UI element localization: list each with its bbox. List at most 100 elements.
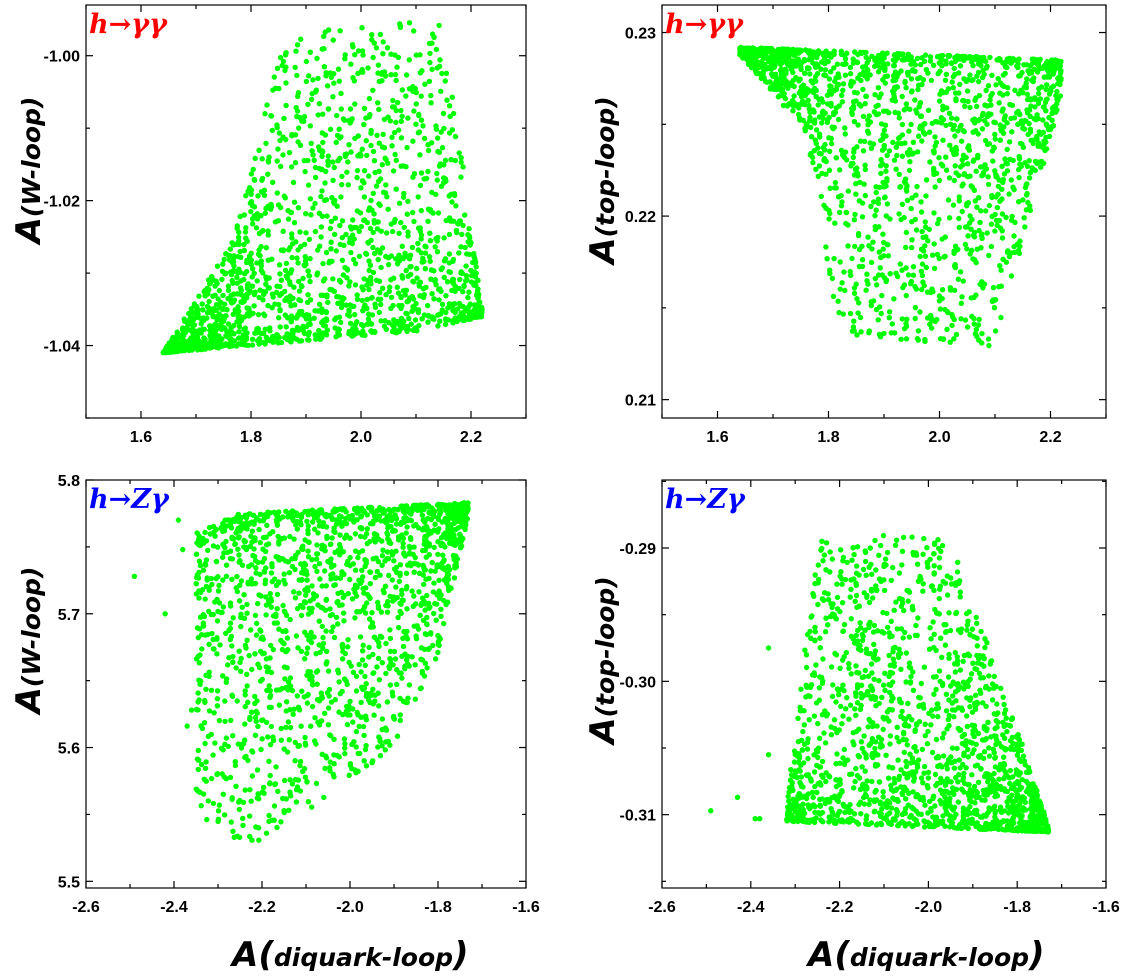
data-point [256, 837, 262, 843]
data-point [903, 336, 910, 342]
data-point [203, 778, 209, 784]
data-point [241, 212, 247, 218]
data-point [292, 566, 298, 573]
data-point [916, 104, 922, 110]
data-point [1043, 86, 1049, 93]
data-point [997, 137, 1003, 143]
data-point [303, 211, 309, 217]
data-point [978, 232, 985, 239]
data-point [289, 556, 295, 562]
data-point [382, 155, 388, 161]
data-point [376, 309, 382, 316]
data-point [379, 726, 385, 733]
data-point [406, 315, 412, 322]
data-point [283, 648, 290, 655]
data-point [802, 128, 808, 134]
data-point [328, 246, 334, 252]
data-point [229, 576, 235, 582]
data-point [379, 245, 386, 251]
data-point [415, 225, 422, 231]
data-point [262, 210, 268, 216]
data-point [468, 267, 474, 274]
data-point [983, 65, 990, 71]
data-point [974, 204, 980, 210]
data-point [881, 330, 887, 337]
data-point [921, 58, 928, 64]
data-point [935, 70, 941, 77]
data-point [359, 657, 366, 663]
data-point [401, 323, 407, 329]
data-point [421, 176, 427, 182]
data-point [893, 166, 899, 172]
data-point [930, 148, 937, 154]
data-point [394, 329, 400, 336]
data-point [443, 70, 450, 77]
data-point [999, 186, 1005, 192]
data-point [274, 336, 280, 342]
data-point [1003, 214, 1009, 221]
data-point [884, 73, 891, 79]
data-point [875, 52, 882, 59]
data-points [737, 44, 1064, 349]
data-point [319, 546, 325, 552]
data-point [837, 167, 843, 173]
data-point [220, 554, 226, 560]
data-point [310, 152, 316, 158]
data-point [979, 330, 985, 337]
data-point [334, 752, 340, 759]
data-point [441, 274, 447, 281]
data-point [411, 327, 417, 333]
data-point [252, 714, 259, 721]
data-point [345, 159, 351, 165]
data-point [970, 117, 976, 123]
data-point [378, 228, 384, 234]
data-point [323, 316, 329, 322]
data-point [866, 243, 872, 249]
data-point [267, 780, 273, 786]
data-point [272, 781, 278, 788]
data-point [457, 532, 464, 539]
data-point [229, 269, 235, 275]
data-point [425, 218, 431, 224]
data-point [195, 690, 201, 696]
data-point [307, 196, 314, 202]
data-point [277, 204, 284, 211]
data-point [194, 756, 201, 762]
data-point [325, 162, 331, 168]
data-point [312, 526, 318, 532]
data-point [1027, 62, 1034, 69]
data-point [274, 513, 281, 519]
data-point [346, 239, 353, 246]
data-point [443, 317, 449, 323]
data-point [259, 736, 265, 742]
data-point [284, 331, 290, 337]
data-point [977, 219, 983, 226]
data-point [962, 241, 969, 248]
data-point [887, 271, 893, 277]
data-point [947, 287, 954, 293]
data-point [354, 167, 361, 174]
data-point [1003, 160, 1009, 166]
data-point [458, 155, 464, 161]
data-point [865, 117, 871, 123]
data-point [256, 294, 262, 301]
data-point [899, 121, 906, 128]
data-point [254, 767, 261, 773]
data-point [852, 211, 858, 218]
data-point [938, 161, 944, 167]
data-point [354, 292, 360, 298]
data-point [295, 247, 301, 253]
data-point [394, 733, 401, 739]
data-point [936, 155, 942, 161]
data-point [252, 155, 258, 162]
data-point [383, 670, 389, 677]
data-point [236, 806, 243, 813]
data-point [350, 719, 356, 725]
data-point [961, 128, 967, 135]
data-point [1040, 129, 1047, 136]
data-point [915, 328, 922, 334]
data-point [341, 618, 347, 624]
data-point [363, 742, 369, 749]
data-point [331, 164, 337, 171]
data-point [384, 230, 390, 236]
